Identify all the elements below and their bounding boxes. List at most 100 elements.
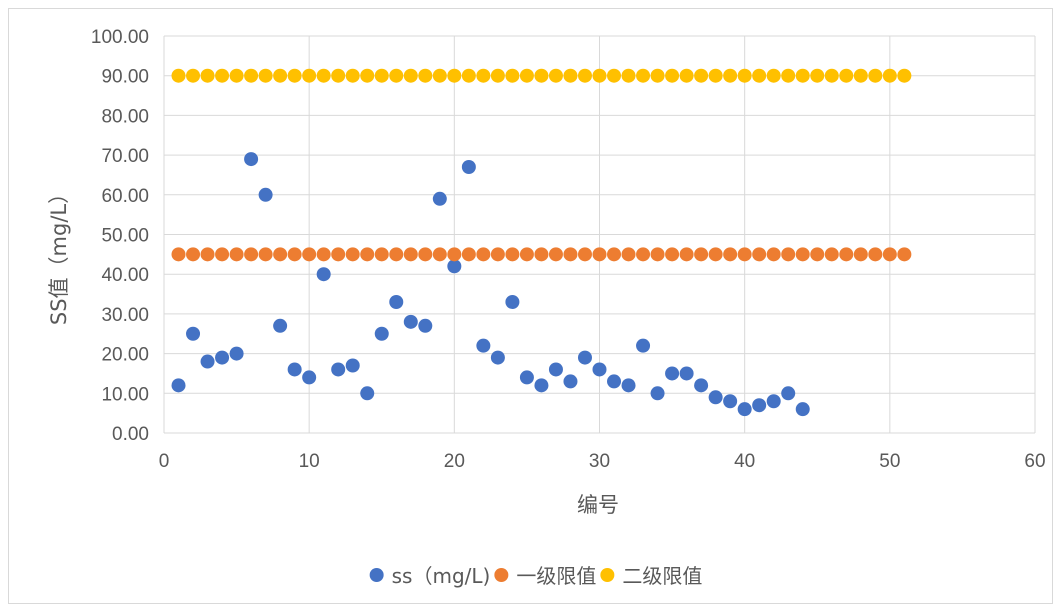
- data-point: [694, 247, 709, 262]
- y-tick-label: 80.00: [101, 106, 149, 127]
- data-point: [490, 68, 505, 83]
- data-point: [810, 68, 825, 83]
- x-tick-label: 60: [1024, 451, 1045, 472]
- data-point: [548, 68, 563, 83]
- data-point: [215, 350, 230, 365]
- data-point: [316, 247, 331, 262]
- data-point: [432, 191, 447, 206]
- data-point: [447, 68, 462, 83]
- data-point: [229, 346, 244, 361]
- data-point: [418, 68, 433, 83]
- data-point: [519, 370, 534, 385]
- data-point: [708, 390, 723, 405]
- data-point: [345, 68, 360, 83]
- data-point: [389, 294, 404, 309]
- data-point: [258, 68, 273, 83]
- data-point: [723, 247, 738, 262]
- data-point: [316, 267, 331, 282]
- data-point: [258, 247, 273, 262]
- data-point: [897, 247, 912, 262]
- data-point: [186, 247, 201, 262]
- legend-label: 一级限值: [516, 564, 596, 588]
- data-point: [534, 378, 549, 393]
- data-point: [389, 247, 404, 262]
- data-point: [331, 362, 346, 377]
- data-point: [432, 247, 447, 262]
- data-point: [824, 247, 839, 262]
- data-point: [868, 68, 883, 83]
- data-point: [273, 318, 288, 333]
- legend-label: ss（mg/L): [392, 564, 491, 588]
- data-point: [519, 68, 534, 83]
- data-point: [592, 247, 607, 262]
- data-point: [882, 68, 897, 83]
- data-point: [244, 68, 259, 83]
- data-point: [592, 362, 607, 377]
- data-point: [636, 68, 651, 83]
- data-point: [244, 152, 259, 167]
- y-tick-label: 20.00: [101, 345, 149, 366]
- data-point: [766, 68, 781, 83]
- legend-label: 二级限值: [622, 564, 702, 588]
- data-point: [200, 354, 215, 369]
- data-point: [360, 386, 375, 401]
- data-point: [563, 374, 578, 389]
- y-tick-label: 70.00: [101, 146, 149, 167]
- data-point: [418, 318, 433, 333]
- data-point: [229, 68, 244, 83]
- data-point: [302, 370, 317, 385]
- data-point: [273, 68, 288, 83]
- data-point: [287, 68, 302, 83]
- data-point: [665, 247, 680, 262]
- data-point: [795, 247, 810, 262]
- data-point: [360, 247, 375, 262]
- data-point: [447, 247, 462, 262]
- data-point: [171, 247, 186, 262]
- data-point: [665, 68, 680, 83]
- axis-ticks: 0 10 20 30 40 50 60 0.00 10.00 20.00 30.00 40.00 50.…: [91, 27, 1046, 472]
- data-point: [505, 247, 520, 262]
- data-point: [621, 68, 636, 83]
- legend-marker: [600, 568, 615, 582]
- y-tick-label: 50.00: [101, 226, 149, 247]
- data-point: [897, 68, 912, 83]
- data-point: [723, 68, 738, 83]
- data-point: [461, 160, 476, 175]
- y-axis-title: SS值（mg/L）: [47, 183, 71, 325]
- data-point: [374, 247, 389, 262]
- data-point: [215, 68, 230, 83]
- series-2: [171, 247, 912, 262]
- data-point: [534, 68, 549, 83]
- data-point: [403, 314, 418, 329]
- data-point: [229, 247, 244, 262]
- data-point: [186, 326, 201, 341]
- data-point: [389, 68, 404, 83]
- data-point: [694, 378, 709, 393]
- data-point: [505, 294, 520, 309]
- x-tick-label: 50: [879, 451, 900, 472]
- data-point: [781, 68, 796, 83]
- data-point: [607, 374, 622, 389]
- data-point: [737, 402, 752, 417]
- data-point: [607, 247, 622, 262]
- data-point: [766, 394, 781, 409]
- data-point: [694, 68, 709, 83]
- data-point: [752, 247, 767, 262]
- data-point: [360, 68, 375, 83]
- x-axis-title: 编号: [577, 493, 619, 517]
- data-point: [752, 68, 767, 83]
- data-point: [403, 247, 418, 262]
- legend-marker: [494, 568, 509, 582]
- grid-lines: [163, 35, 1036, 434]
- data-point: [708, 247, 723, 262]
- data-point: [548, 362, 563, 377]
- data-point: [374, 326, 389, 341]
- data-point: [534, 247, 549, 262]
- series-3: [171, 68, 912, 83]
- data-point: [186, 68, 201, 83]
- data-point: [679, 247, 694, 262]
- data-point: [882, 247, 897, 262]
- data-point: [548, 247, 563, 262]
- data-point: [708, 68, 723, 83]
